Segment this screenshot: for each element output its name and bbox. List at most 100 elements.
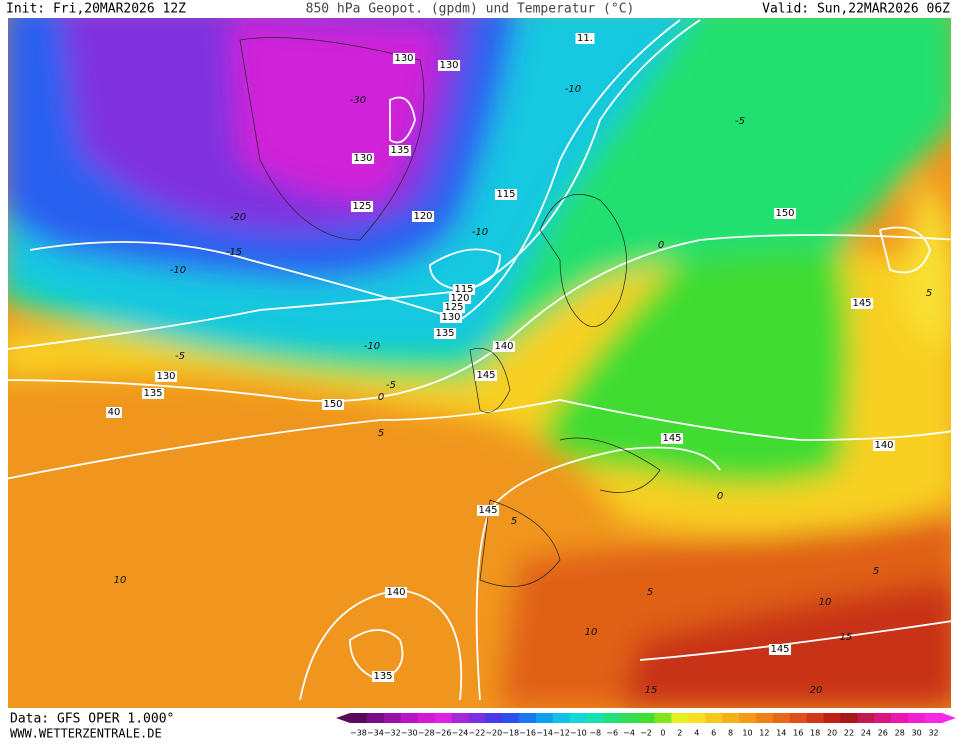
temperature-labels: -30 -20 -15 -10 -10 -10 -10 -5 -5 0 5 5 …: [114, 84, 933, 696]
contour-label: 145: [476, 370, 495, 381]
isotherm-label: 20: [810, 685, 823, 696]
colorbar-swatch: [755, 713, 774, 723]
isotherm-label: -5: [735, 116, 745, 127]
colorbar-tick-label: −20: [485, 729, 502, 738]
label-box: [141, 388, 165, 399]
colorbar-tick-label: 32: [928, 729, 938, 738]
colorbar-swatch: [823, 713, 842, 723]
colorbar-tick-label: −32: [384, 729, 401, 738]
label-box: [439, 312, 463, 323]
isotherm-label: 0: [717, 491, 723, 502]
contour-label: 145: [852, 298, 871, 309]
colorbar-swatch: [739, 713, 757, 723]
contour-label: 115: [454, 284, 473, 295]
contour-label: 145: [478, 505, 497, 516]
isotherm-label: 5: [511, 516, 517, 527]
isotherm-label: 5: [378, 428, 384, 439]
colorbar-tick-label: 4: [694, 729, 699, 738]
isotherm-label: -10: [472, 227, 488, 238]
colorbar-swatch: [519, 713, 537, 723]
colorbar-tick-label: 28: [895, 729, 905, 738]
label-box: [392, 53, 416, 64]
colorbar-swatch: [536, 713, 554, 723]
colorbar-swatch: [688, 713, 706, 723]
colorbar-swatch: [569, 713, 588, 723]
colorbar-tick-label: −14: [536, 729, 553, 738]
colorbar-tick-label: 10: [742, 729, 752, 738]
label-box: [476, 505, 500, 516]
colorbar-swatch: [434, 713, 452, 723]
colorbar-swatch: [620, 713, 639, 723]
colorbar-swatch: [586, 713, 605, 723]
isotherm-label: 5: [926, 288, 932, 299]
colorbar-tick-label: −26: [435, 729, 452, 738]
isotherm-label: 10: [114, 575, 127, 586]
colorbar-tick-label: 14: [776, 729, 786, 738]
colorbar-swatch: [722, 713, 740, 723]
colorbar-arrow-right: [942, 713, 956, 723]
colorbar-tick-label: 18: [810, 729, 820, 738]
colorbar-tick-label: 6: [711, 729, 716, 738]
colorbar-swatch: [840, 713, 858, 723]
colorbar-swatch: [874, 713, 892, 723]
colorbar-swatch: [806, 713, 825, 723]
label-box: [768, 644, 792, 655]
colorbar-swatch: [772, 713, 791, 723]
colorbar-swatch: [603, 713, 622, 723]
map-title: 850 hPa Geopot. (gpdm) und Temperatur (°…: [306, 2, 635, 17]
isotherm-label: -10: [170, 265, 186, 276]
colorbar-tick-label: 16: [793, 729, 803, 738]
label-box: [492, 341, 516, 352]
contour-label: 150: [323, 399, 342, 410]
colorbar-swatch: [468, 713, 486, 723]
isotherm-label: -30: [350, 95, 366, 106]
colorbar-tick-label: 2: [677, 729, 682, 738]
colorbar-swatch: [908, 713, 926, 723]
isotherm-label: 0: [378, 392, 384, 403]
colorbar-tick-label: 30: [912, 729, 922, 738]
colorbar-tick-label: 26: [878, 729, 888, 738]
data-source: Data: GFS OPER 1.000°: [10, 712, 174, 727]
valid-time: Valid: Sun,22MAR2026 06Z: [762, 2, 950, 17]
label-box: [575, 33, 595, 44]
contour-label: 120: [413, 211, 432, 222]
colorbar-swatch: [552, 713, 571, 723]
label-box: [452, 284, 476, 295]
colorbar-tick-label: −8: [589, 729, 601, 738]
colorbar-tick-label: 22: [844, 729, 854, 738]
label-box: [106, 407, 122, 418]
colorbar-arrow-left: [336, 713, 350, 723]
contour-label: 120: [450, 293, 469, 304]
colorbar-tick-label: −16: [519, 729, 536, 738]
colorbar-swatch: [789, 713, 808, 723]
isotherm-label: -10: [565, 84, 581, 95]
contour-label: 140: [494, 341, 513, 352]
colorbar-tick-label: 24: [861, 729, 871, 738]
colorbar-tick-label: −6: [606, 729, 618, 738]
label-box: [433, 328, 457, 339]
label-box: [411, 211, 435, 222]
isotherm-label: 5: [873, 566, 879, 577]
contour-label: 130: [353, 153, 372, 164]
contour-label: 145: [770, 644, 789, 655]
geopotential-contours: [8, 19, 951, 701]
label-box: [154, 371, 178, 382]
isotherm-label: -5: [175, 351, 185, 362]
colorbar-swatch: [654, 713, 672, 723]
colorbar-swatch: [502, 713, 520, 723]
colorbar-swatch: [417, 713, 436, 723]
contour-label: 135: [390, 145, 409, 156]
colorbar-tick-label: −10: [570, 729, 587, 738]
contour-label: 130: [394, 53, 413, 64]
contour-label: 125: [352, 201, 371, 212]
colorbar-tick-label: −18: [502, 729, 519, 738]
site-url: WWW.WETTERZENTRALE.DE: [10, 727, 162, 741]
label-box: [773, 208, 797, 219]
colorbar-swatch: [925, 713, 943, 723]
colorbar-swatch: [400, 713, 419, 723]
isotherm-label: -15: [226, 247, 242, 258]
colorbar-tick-label: −34: [367, 729, 384, 738]
contour-label: 11.: [577, 33, 593, 44]
contour-label: 130: [439, 60, 458, 71]
